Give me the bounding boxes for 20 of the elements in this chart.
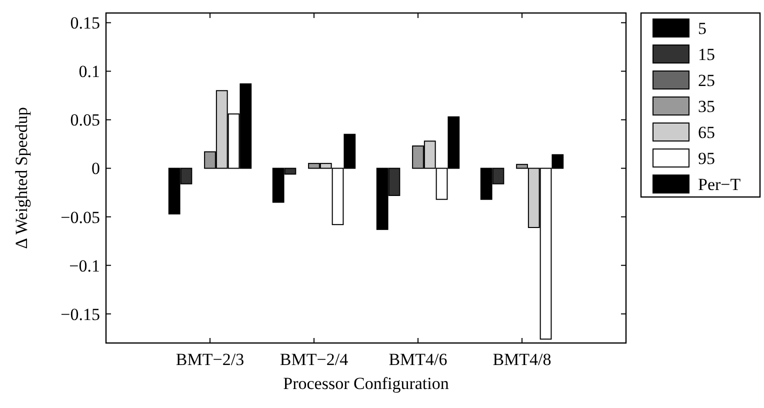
legend-label: 5 <box>698 18 706 38</box>
legend-label: 35 <box>698 96 715 116</box>
y-tick-label: −0.1 <box>69 256 100 276</box>
legend-label: 95 <box>698 148 715 168</box>
legend-label: 25 <box>698 70 715 90</box>
x-tick-label: BMT4/6 <box>388 350 448 369</box>
y-tick-label: −0.15 <box>60 304 100 324</box>
y-tick-label: 0 <box>92 159 100 178</box>
y-axis-title: Δ Weighted Speedup <box>12 107 31 249</box>
y-tick-label: 0.15 <box>70 14 100 33</box>
legend-label: 65 <box>698 122 715 142</box>
y-tick-label: −0.05 <box>60 208 100 227</box>
x-tick-label: BMT−2/4 <box>280 350 349 369</box>
legend-label: Per−T <box>698 174 742 194</box>
x-tick-label: BMT−2/3 <box>176 350 244 369</box>
x-axis-title: Processor Configuration <box>283 374 450 393</box>
legend-label: 15 <box>698 44 715 64</box>
x-tick-label: BMT4/8 <box>492 350 552 369</box>
y-tick-label: 0.05 <box>70 110 100 130</box>
y-tick-label: 0.1 <box>78 62 100 82</box>
